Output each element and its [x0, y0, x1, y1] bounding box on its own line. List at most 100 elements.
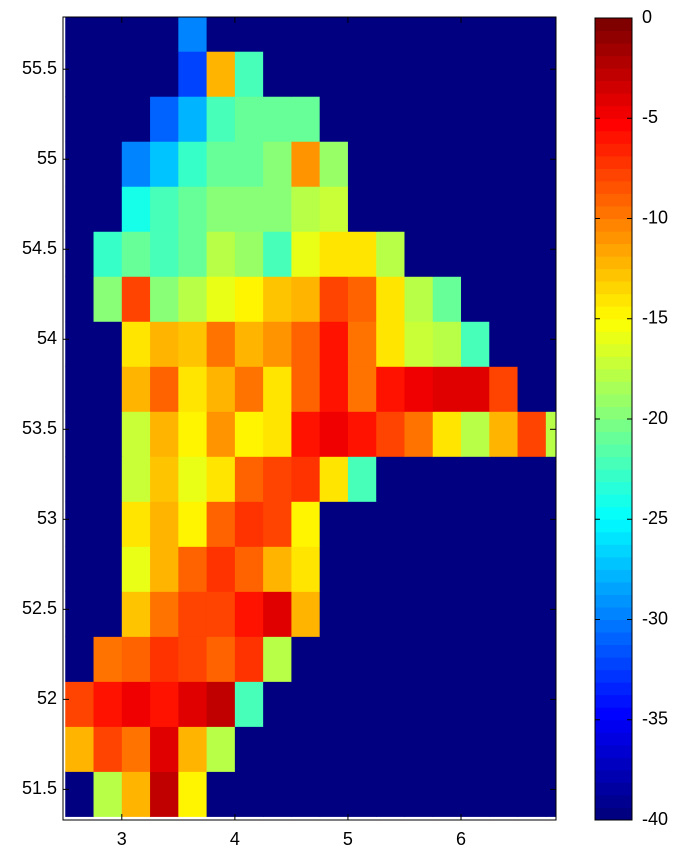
cell	[347, 366, 377, 412]
cell	[291, 546, 321, 592]
cell	[206, 186, 236, 232]
cell	[432, 636, 462, 682]
cell	[178, 636, 208, 682]
cell	[319, 141, 349, 187]
cell	[93, 17, 123, 52]
cell	[93, 726, 123, 772]
cell	[461, 321, 490, 367]
cell	[432, 231, 462, 277]
cell	[347, 141, 377, 187]
cell	[319, 681, 349, 727]
cell	[121, 141, 151, 187]
cell	[65, 17, 95, 52]
cell	[234, 321, 264, 367]
cell	[404, 276, 434, 322]
cell	[347, 96, 377, 142]
cell	[263, 591, 292, 637]
cell	[376, 141, 405, 187]
cell	[150, 771, 179, 817]
cell	[517, 276, 547, 322]
cell	[65, 771, 95, 817]
cell	[178, 456, 208, 502]
colorbar-tick-label: -25	[642, 508, 668, 528]
cell	[178, 366, 208, 412]
cell	[319, 771, 349, 817]
colorbar-step	[595, 469, 632, 483]
cell	[206, 17, 236, 52]
cell	[545, 17, 556, 52]
colorbar-step	[595, 93, 632, 107]
cell	[206, 546, 236, 592]
cell	[291, 51, 321, 97]
cell	[291, 726, 321, 772]
cell	[263, 771, 292, 817]
cell	[432, 771, 462, 817]
cell	[263, 366, 292, 412]
colorbar-step	[595, 155, 632, 169]
cell	[376, 591, 405, 637]
colorbar-step	[595, 769, 632, 783]
cell	[517, 321, 547, 367]
cell	[489, 276, 519, 322]
cell	[489, 96, 519, 142]
cell	[461, 546, 490, 592]
cell	[150, 501, 179, 547]
cell	[121, 681, 151, 727]
colorbar-step	[595, 368, 632, 382]
colorbar-step	[595, 744, 632, 758]
colorbar-step	[595, 356, 632, 370]
cell	[432, 681, 462, 727]
cell	[206, 96, 236, 142]
cell	[291, 366, 321, 412]
colorbar-step	[595, 193, 632, 207]
cell	[461, 51, 490, 97]
cell	[517, 366, 547, 412]
cell	[178, 591, 208, 637]
cell	[65, 96, 95, 142]
cell	[319, 321, 349, 367]
cell	[489, 501, 519, 547]
cell	[263, 681, 292, 727]
cell	[404, 501, 434, 547]
cell	[121, 456, 151, 502]
cell	[121, 96, 151, 142]
cell	[234, 771, 264, 817]
colorbar-step	[595, 707, 632, 721]
cell	[234, 141, 264, 187]
cell	[545, 681, 556, 727]
colorbar-step	[595, 343, 632, 357]
cell	[121, 636, 151, 682]
cell	[517, 771, 547, 817]
cell	[319, 411, 349, 457]
cell	[319, 456, 349, 502]
cell	[93, 366, 123, 412]
cell	[404, 51, 434, 97]
cell	[65, 276, 95, 322]
cell	[121, 51, 151, 97]
colorbar-step	[595, 318, 632, 332]
cell	[234, 366, 264, 412]
cell	[376, 681, 405, 727]
cell	[65, 636, 95, 682]
colorbar-step	[595, 794, 632, 808]
cell	[234, 501, 264, 547]
x-tick-label: 4	[230, 829, 240, 849]
cell	[432, 501, 462, 547]
colorbar-step	[595, 55, 632, 69]
cell	[517, 636, 547, 682]
cell	[404, 366, 434, 412]
cell	[234, 546, 264, 592]
cell	[432, 456, 462, 502]
cell	[263, 456, 292, 502]
cell	[319, 231, 349, 277]
cell	[347, 501, 377, 547]
cell	[517, 17, 547, 52]
cell	[178, 51, 208, 97]
cell	[432, 591, 462, 637]
cell	[432, 186, 462, 232]
cell	[319, 51, 349, 97]
cell	[461, 17, 490, 52]
cell	[545, 456, 556, 502]
cell	[489, 771, 519, 817]
